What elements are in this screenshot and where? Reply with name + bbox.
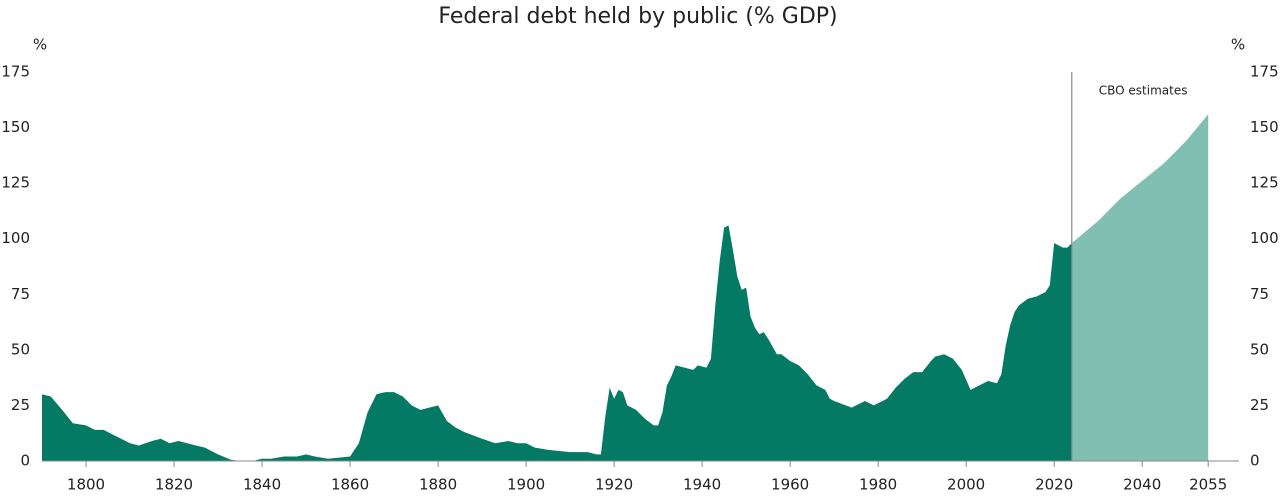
y-tick-label: 0 <box>20 452 30 470</box>
x-tick-label: 2055 <box>1189 476 1227 494</box>
x-tick-label: 2000 <box>947 476 985 494</box>
y2-tick-label: 0 <box>1250 452 1260 470</box>
y-tick-label: 75 <box>11 285 30 303</box>
y-axis-label: % <box>33 36 47 54</box>
x-tick-label: 1860 <box>331 476 369 494</box>
x-tick-label: 1980 <box>859 476 897 494</box>
area <box>42 225 1072 461</box>
y2-tick-label: 175 <box>1250 63 1279 81</box>
y2-tick-label: 150 <box>1250 118 1279 136</box>
annotation: CBO estimates <box>1099 84 1188 98</box>
y2-tick-label: 75 <box>1250 285 1269 303</box>
y-tick-label: 100 <box>1 229 30 247</box>
x-tick-label: 1960 <box>771 476 809 494</box>
x-tick-label: 2040 <box>1123 476 1161 494</box>
y-tick-label: 50 <box>11 340 30 358</box>
y-tick-label: 125 <box>1 174 30 192</box>
x-tick-label: 1940 <box>683 476 721 494</box>
y2-axis-label: % <box>1231 36 1245 54</box>
x-tick-label: 1900 <box>507 476 545 494</box>
y2-tick-label: 125 <box>1250 174 1279 192</box>
x-tick-label: 1840 <box>243 476 281 494</box>
x-tick-label: 1820 <box>155 476 193 494</box>
x-tick-label: 1880 <box>419 476 457 494</box>
x-tick-label: 1800 <box>67 476 105 494</box>
y2-tick-label: 50 <box>1250 340 1269 358</box>
x-tick-label: 1920 <box>595 476 633 494</box>
y-tick-label: 175 <box>1 63 30 81</box>
y2-tick-label: 100 <box>1250 229 1279 247</box>
area <box>1071 114 1209 461</box>
y2-tick-label: 25 <box>1250 396 1269 414</box>
chart-title: Federal debt held by public (% GDP) <box>438 4 837 29</box>
y-tick-label: 25 <box>11 396 30 414</box>
y-tick-label: 150 <box>1 118 30 136</box>
x-tick-label: 2020 <box>1035 476 1073 494</box>
